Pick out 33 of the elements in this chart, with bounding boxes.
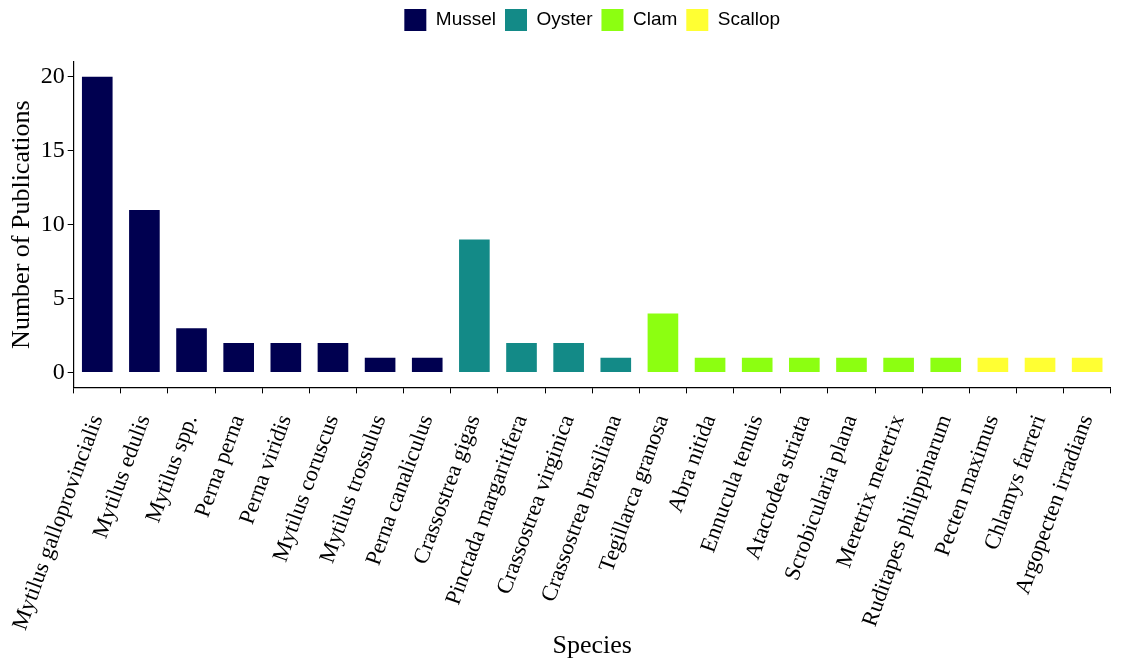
bar	[1071, 357, 1103, 373]
y-axis-title: Number of Publications	[5, 100, 35, 349]
bar	[789, 357, 820, 373]
bar	[600, 357, 632, 373]
legend-label: Scallop	[717, 8, 781, 30]
bar	[930, 357, 962, 373]
bar	[977, 357, 1009, 373]
bar	[741, 357, 773, 373]
bar	[883, 357, 914, 373]
bar	[553, 343, 584, 373]
bar	[411, 357, 443, 373]
y-tick-label: 20	[40, 62, 65, 89]
bar	[81, 76, 113, 373]
y-tick-label: 10	[40, 209, 65, 236]
bar	[836, 357, 867, 373]
legend-label: Oyster	[536, 8, 594, 30]
bar	[1024, 357, 1056, 373]
bar	[223, 343, 254, 373]
bar	[270, 343, 302, 373]
y-tick-label: 15	[40, 136, 65, 163]
legend-label: Clam	[632, 8, 678, 30]
y-tick-label: 0	[52, 357, 65, 384]
bar	[317, 343, 349, 373]
bar	[647, 313, 679, 373]
x-axis-title: Species	[552, 630, 632, 660]
bar	[129, 209, 160, 373]
legend-label: Mussel	[435, 8, 497, 30]
bar	[176, 328, 207, 373]
bar	[364, 357, 396, 373]
bar	[694, 357, 726, 373]
y-tick-label: 5	[52, 283, 65, 310]
bar	[506, 343, 537, 373]
bar	[459, 239, 490, 373]
